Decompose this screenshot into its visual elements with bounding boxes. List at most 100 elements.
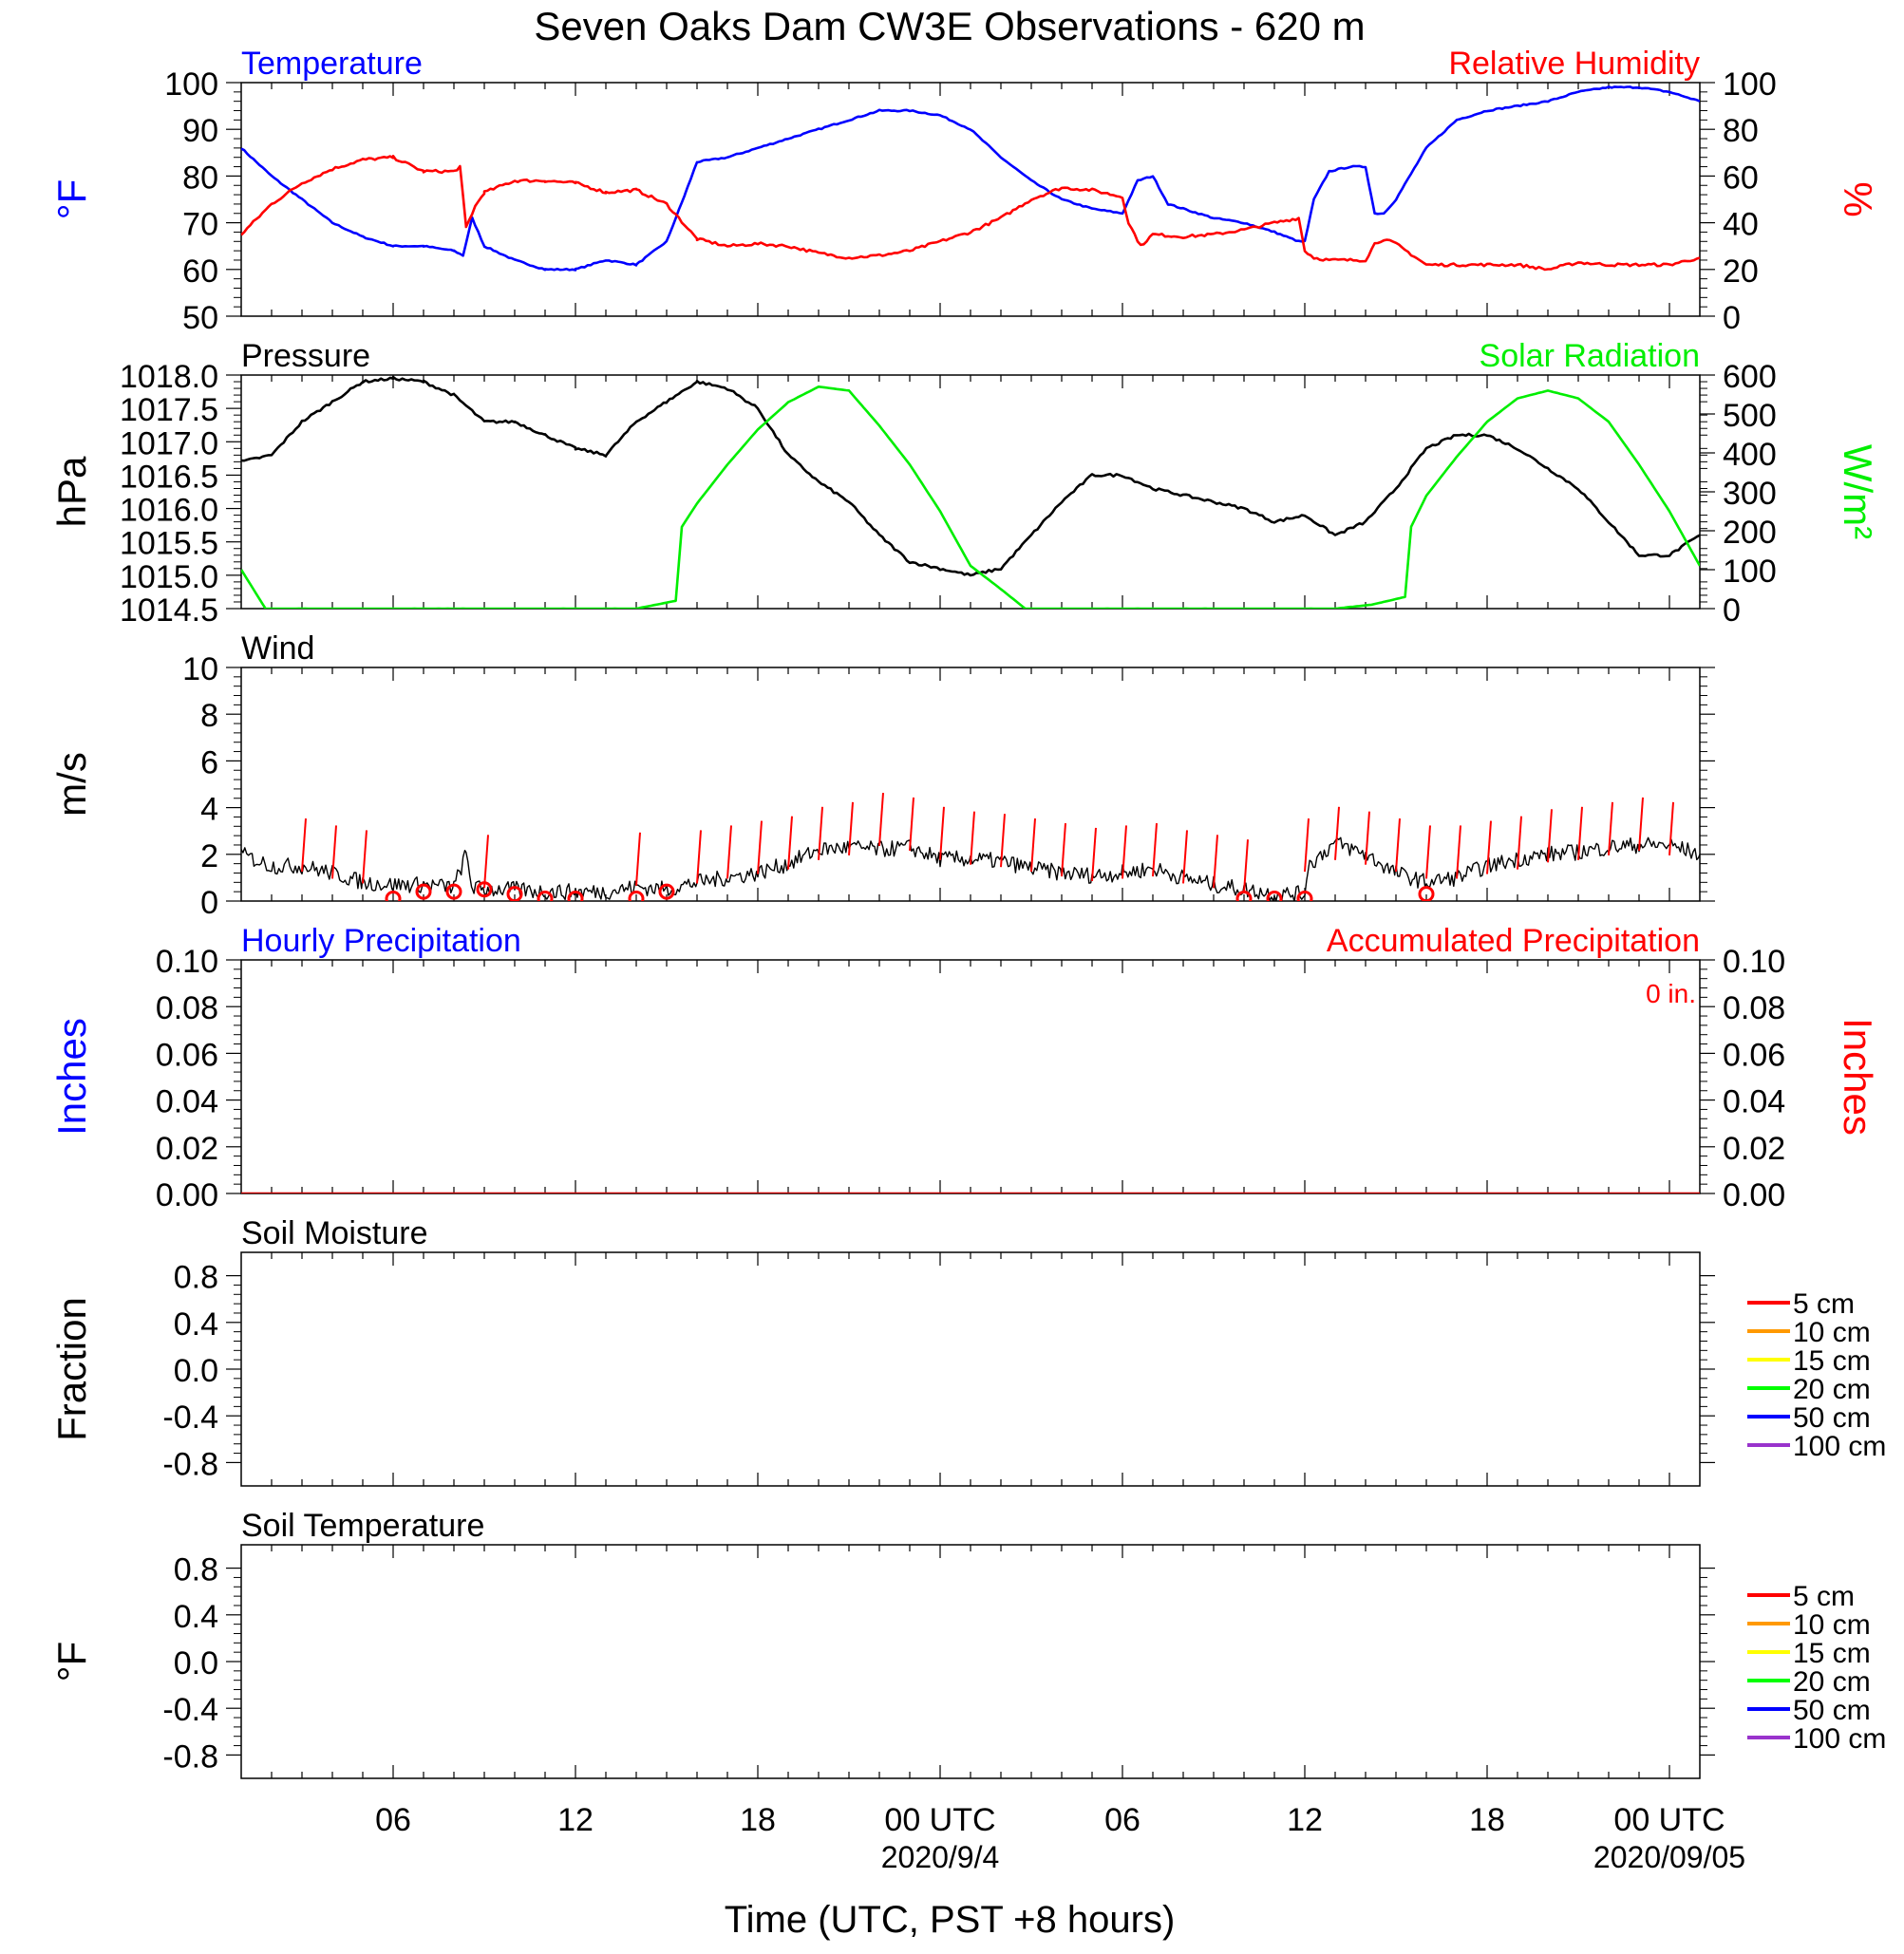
calm-wind-marker	[445, 883, 462, 900]
y-tick-label: 0.04	[156, 1084, 218, 1120]
legend-label: 50 cm	[1793, 1402, 1871, 1434]
wind-barb	[483, 835, 489, 889]
panel-title-left: Hourly Precipitation	[241, 923, 521, 959]
x-tick-label: 18	[1469, 1802, 1505, 1838]
y-right-tick-label: 600	[1723, 359, 1777, 395]
legend-label: 10 cm	[1793, 1317, 1871, 1348]
panel-title-left: Temperature	[241, 46, 423, 82]
y-tick-label: 2	[200, 838, 218, 874]
wind-barb	[1030, 818, 1036, 873]
y-right-tick-label: 0.04	[1723, 1084, 1785, 1120]
x-tick-label: 06	[375, 1802, 411, 1838]
y-tick-label: 1015.5	[120, 526, 218, 562]
wind-barb	[1365, 811, 1370, 865]
legend-label: 15 cm	[1793, 1638, 1871, 1669]
plot-frame	[240, 82, 1701, 317]
x-axis-title: Time (UTC, PST +8 hours)	[725, 1899, 1176, 1941]
calm-wind-marker	[1235, 891, 1253, 901]
y-tick-label: 1016.0	[120, 493, 218, 529]
y-right-tick-label: 0.08	[1723, 990, 1785, 1026]
y-tick-label: 0.00	[156, 1177, 218, 1213]
y-tick-label: 0.10	[156, 944, 218, 980]
panel-wind: 0 2 4 6 8 10 Wind m/s	[49, 630, 1715, 921]
legend-label: 15 cm	[1793, 1345, 1871, 1377]
wind-barb	[1486, 820, 1492, 874]
x-tick-label: 12	[1287, 1802, 1323, 1838]
y-right-tick-label: 0.10	[1723, 944, 1785, 980]
y-tick-label: 0.8	[174, 1552, 218, 1588]
wind-barb	[1000, 814, 1006, 868]
calm-wind-marker	[567, 891, 584, 901]
y-tick-label: 90	[182, 113, 218, 149]
calm-wind-marker	[415, 883, 432, 900]
series-line-relative-humidity	[241, 155, 1700, 272]
y-tick-label: 0	[200, 885, 218, 921]
y-right-tick-label: 0.02	[1723, 1131, 1785, 1167]
calm-wind-marker	[658, 883, 675, 900]
y-right-tick-label: 300	[1723, 476, 1777, 512]
y-tick-label: 1014.5	[120, 592, 218, 629]
wind-barb	[1091, 827, 1097, 882]
y-tick-label: 1016.5	[120, 459, 218, 495]
panel-soil-moisture: -0.8 -0.4 0.0 0.4 0.8 Soil Moisture Fraction 5 …	[49, 1215, 1886, 1487]
wind-barb	[1608, 801, 1613, 855]
y-tick-label: -0.8	[162, 1738, 218, 1775]
y-tick-label: 0.08	[156, 990, 218, 1026]
y-right-tick-label: 400	[1723, 437, 1777, 473]
y-tick-label: 10	[182, 651, 218, 687]
y-tick-label: -0.8	[162, 1446, 218, 1482]
y-axis-title-left: °F	[49, 179, 94, 219]
legend-label: 20 cm	[1793, 1374, 1871, 1405]
calm-wind-marker	[476, 881, 493, 898]
wind-barb	[1122, 825, 1127, 879]
calm-wind-marker	[506, 886, 523, 901]
y-axis-title-left: °F	[49, 1642, 94, 1682]
wind-barb	[1243, 839, 1249, 893]
y-right-tick-label: 100	[1723, 66, 1777, 103]
panel-precip: 0.00 0.02 0.04 0.06 0.08 0.10 0.00 0.02 0.04 0.06…	[49, 923, 1880, 1213]
panel-title-left: Soil Moisture	[241, 1215, 428, 1251]
wind-barb	[939, 806, 945, 860]
panel-title-right: Accumulated Precipitation	[1327, 923, 1700, 959]
x-tick-sublabel: 2020/09/05	[1593, 1840, 1745, 1874]
calm-wind-marker	[1296, 891, 1313, 901]
plot-frame	[240, 1544, 1701, 1779]
wind-barb	[362, 830, 368, 884]
plot-frame	[240, 1251, 1701, 1487]
y-tick-label: -0.4	[162, 1692, 218, 1728]
series-line-solar-radiation	[241, 385, 1700, 609]
y-right-tick-label: 60	[1723, 160, 1759, 196]
y-right-tick-label: 0.06	[1723, 1037, 1785, 1073]
y-tick-label: 80	[182, 160, 218, 196]
wind-barb	[787, 816, 793, 870]
y-tick-label: 6	[200, 744, 218, 780]
series-group	[241, 85, 1700, 272]
wind-barb	[818, 806, 823, 860]
y-right-tick-label: 500	[1723, 398, 1777, 434]
panel-title-left: Pressure	[241, 338, 370, 374]
calm-wind-marker	[385, 891, 402, 901]
wind-barb	[1638, 797, 1644, 852]
calm-wind-marker	[1418, 886, 1435, 901]
y-tick-label: 1017.5	[120, 392, 218, 428]
y-axis-title-left: Inches	[49, 1018, 94, 1136]
y-tick-label: 4	[200, 792, 218, 828]
wind-barb	[1395, 818, 1401, 873]
y-axis-title-right: %	[1836, 181, 1880, 216]
wind-barb	[1182, 830, 1188, 884]
y-tick-label: 50	[182, 300, 218, 336]
series-line-temperature	[241, 85, 1700, 272]
y-axis-title-left: m/s	[49, 752, 94, 817]
wind-barb	[1547, 809, 1553, 863]
wind-barb	[1334, 806, 1340, 860]
y-tick-label: 0.06	[156, 1037, 218, 1073]
accumulated-value: 0 in.	[1646, 979, 1696, 1008]
y-tick-label: 100	[164, 66, 218, 103]
x-tick-sublabel: 2020/9/4	[881, 1840, 1000, 1874]
x-tick-label: 06	[1104, 1802, 1141, 1838]
panel-title-right: Solar Radiation	[1480, 338, 1700, 374]
wind-barb	[1304, 818, 1310, 873]
wind-barb	[726, 825, 732, 879]
